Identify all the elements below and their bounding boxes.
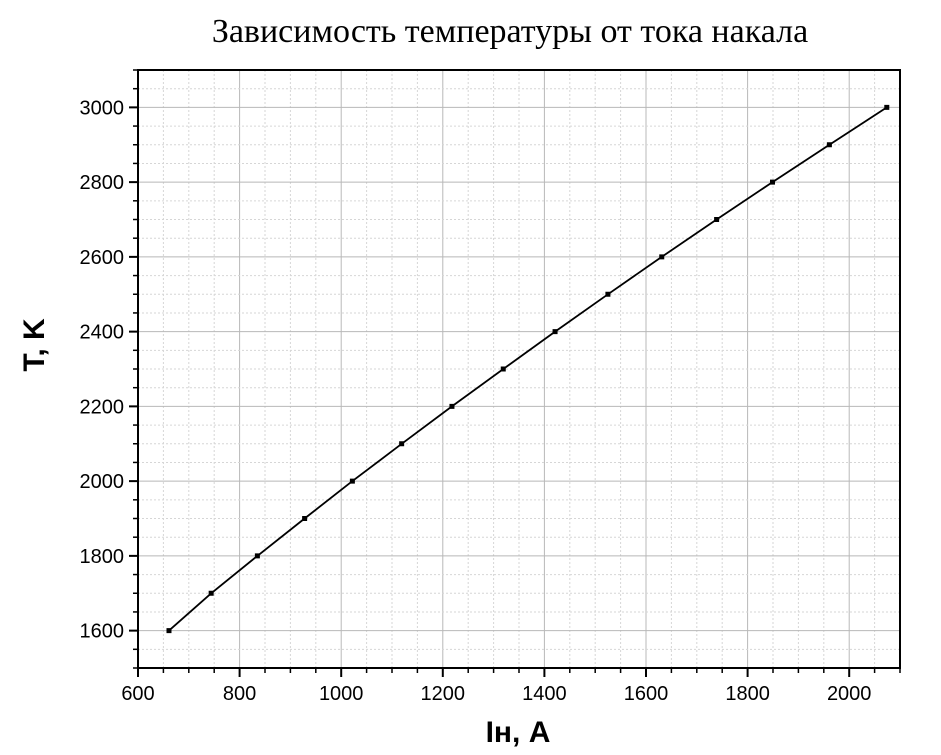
x-axis-label: Iн, A — [486, 716, 551, 749]
data-point — [769, 179, 775, 185]
data-point — [349, 478, 355, 484]
y-tick-label: 2200 — [80, 396, 125, 418]
series-layer — [166, 104, 890, 634]
data-point — [399, 441, 405, 447]
data-point — [449, 403, 455, 409]
x-tick-label: 1400 — [522, 683, 567, 705]
x-tick-label: 1200 — [421, 683, 466, 705]
data-point — [826, 142, 832, 148]
y-axis-label: T, K — [18, 318, 51, 372]
data-point — [659, 254, 665, 260]
grid — [137, 69, 901, 669]
data-point — [500, 366, 506, 372]
data-point — [605, 291, 611, 297]
axis-ticks — [129, 69, 901, 677]
x-tick-label: 1000 — [319, 683, 364, 705]
x-tick-label: 2000 — [827, 683, 872, 705]
tick-labels: 600 800 1000 1200 1400 1600 1800 2000 1600 1800 20… — [80, 97, 872, 705]
x-tick-label: 800 — [223, 683, 256, 705]
x-tick-label: 600 — [121, 683, 154, 705]
data-point — [714, 217, 720, 222]
x-tick-label: 1800 — [725, 683, 770, 705]
y-tick-label: 3000 — [80, 97, 125, 119]
chart-title: Зависимость температуры от тока накала — [212, 13, 808, 50]
y-tick-label: 1600 — [80, 621, 125, 643]
y-tick-label: 1800 — [80, 546, 125, 568]
data-point — [552, 329, 558, 335]
data-point — [208, 590, 214, 596]
y-tick-label: 2000 — [80, 471, 125, 493]
x-tick-label: 1600 — [624, 683, 669, 705]
y-tick-label: 2800 — [80, 172, 125, 194]
y-tick-label: 2400 — [80, 322, 125, 344]
y-tick-label: 2600 — [80, 247, 125, 269]
data-point — [166, 628, 172, 634]
data-point — [884, 104, 890, 110]
data-point — [254, 553, 260, 559]
data-point — [302, 516, 308, 521]
